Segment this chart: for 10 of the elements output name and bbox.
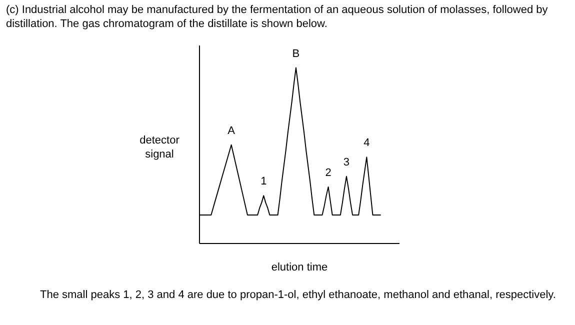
y-axis-title: detector signal [140,134,180,160]
text: The small peaks 1, 2, 3 and 4 are due to propan-1-ol, ethyl ethanoate, methanol and ethanal, respectively. [40,288,557,302]
annotation: A [228,124,236,137]
x-axis-title: elution time [271,262,328,274]
annotation: 1 [260,176,267,188]
chart-title: (c) Industrial alcohol may be manufactured by the fermentation of an aqueous solution of molasses, followed by distillation. The gas chromatogram of the distillate is shown below. [6,3,549,31]
annotation: 2 [325,166,332,179]
annotation: 3 [343,156,350,168]
annotation: 4 [364,137,370,150]
text: B [292,48,300,60]
